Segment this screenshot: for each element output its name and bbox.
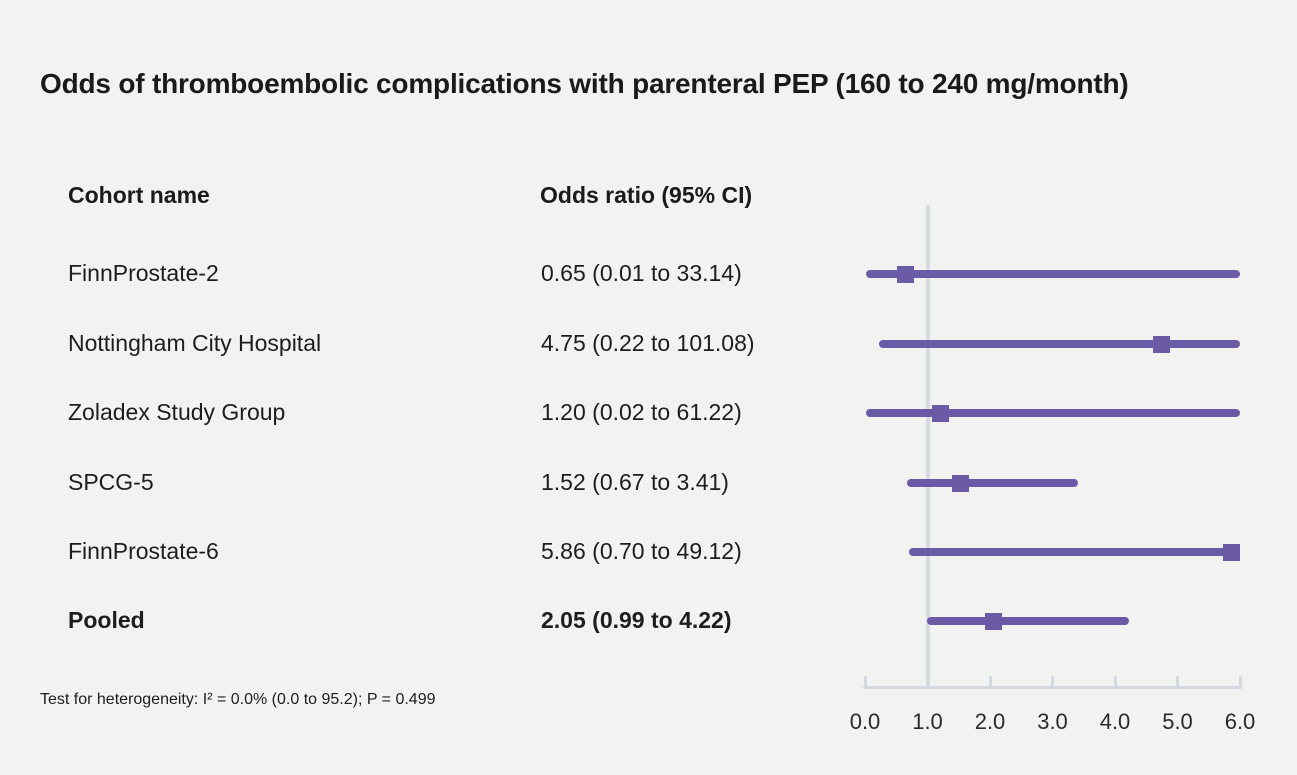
axis-tick-label: 5.0	[1162, 709, 1193, 734]
cohort-name-label: Zoladex Study Group	[68, 399, 286, 425]
confidence-interval-line	[878, 340, 1240, 348]
odds-ratio-value-label: 1.52 (0.67 to 3.41)	[541, 469, 729, 495]
confidence-interval-line	[908, 548, 1240, 556]
cohort-name-label: FinnProstate-6	[68, 538, 219, 564]
axis-tick-label: 0.0	[849, 709, 881, 734]
axis-tick-mark	[926, 676, 929, 689]
confidence-interval-line	[926, 617, 1129, 625]
axis-tick-label: 3.0	[1037, 709, 1068, 734]
heterogeneity-footnote: Test for heterogeneity: I² = 0.0% (0.0 t…	[40, 691, 436, 708]
odds-ratio-value-label: 4.75 (0.22 to 101.08)	[541, 330, 755, 356]
odds-ratio-marker	[951, 474, 969, 492]
cohort-name-label: FinnProstate-2	[68, 260, 219, 286]
axis-tick-label: 2.0	[974, 709, 1006, 734]
chart-title: Odds of thromboembolic complications wit…	[40, 68, 1129, 99]
reference-line	[925, 205, 930, 689]
axis-tick-mark	[1051, 676, 1054, 689]
confidence-interval-line	[865, 270, 1240, 278]
axis-tick-label: 6.0	[1224, 709, 1256, 734]
cohort-name-label: Pooled	[68, 607, 145, 633]
odds-ratio-marker	[897, 265, 915, 283]
axis-tick-label: 4.0	[1099, 709, 1131, 734]
odds-ratio-marker	[984, 612, 1002, 630]
odds-ratio-marker	[931, 404, 949, 422]
axis-tick-mark	[1238, 676, 1242, 689]
axis-tick-mark	[1113, 676, 1117, 689]
axis-tick-label: 1.0	[912, 709, 943, 734]
confidence-interval-line	[866, 409, 1240, 417]
cohort-name-label: Nottingham City Hospital	[68, 330, 322, 356]
odds-ratio-value-label: 0.65 (0.01 to 33.14)	[541, 260, 742, 286]
odds-ratio-value-label: 5.86 (0.70 to 49.12)	[541, 538, 742, 564]
odds-ratio-value-label: 2.05 (0.99 to 4.22)	[541, 607, 732, 633]
column-header-cohort-name: Cohort name	[68, 182, 210, 208]
odds-ratio-marker	[1222, 543, 1240, 561]
odds-ratio-value-label: 1.20 (0.02 to 61.22)	[541, 399, 742, 425]
odds-ratio-marker	[1153, 335, 1171, 353]
confidence-interval-line	[906, 479, 1079, 487]
axis-tick-mark	[1176, 676, 1179, 689]
cohort-name-label: SPCG-5	[68, 469, 154, 495]
column-header-odds-ratio: Odds ratio (95% CI)	[540, 182, 753, 208]
axis-tick-mark	[988, 676, 992, 689]
axis-tick-mark	[863, 676, 867, 689]
